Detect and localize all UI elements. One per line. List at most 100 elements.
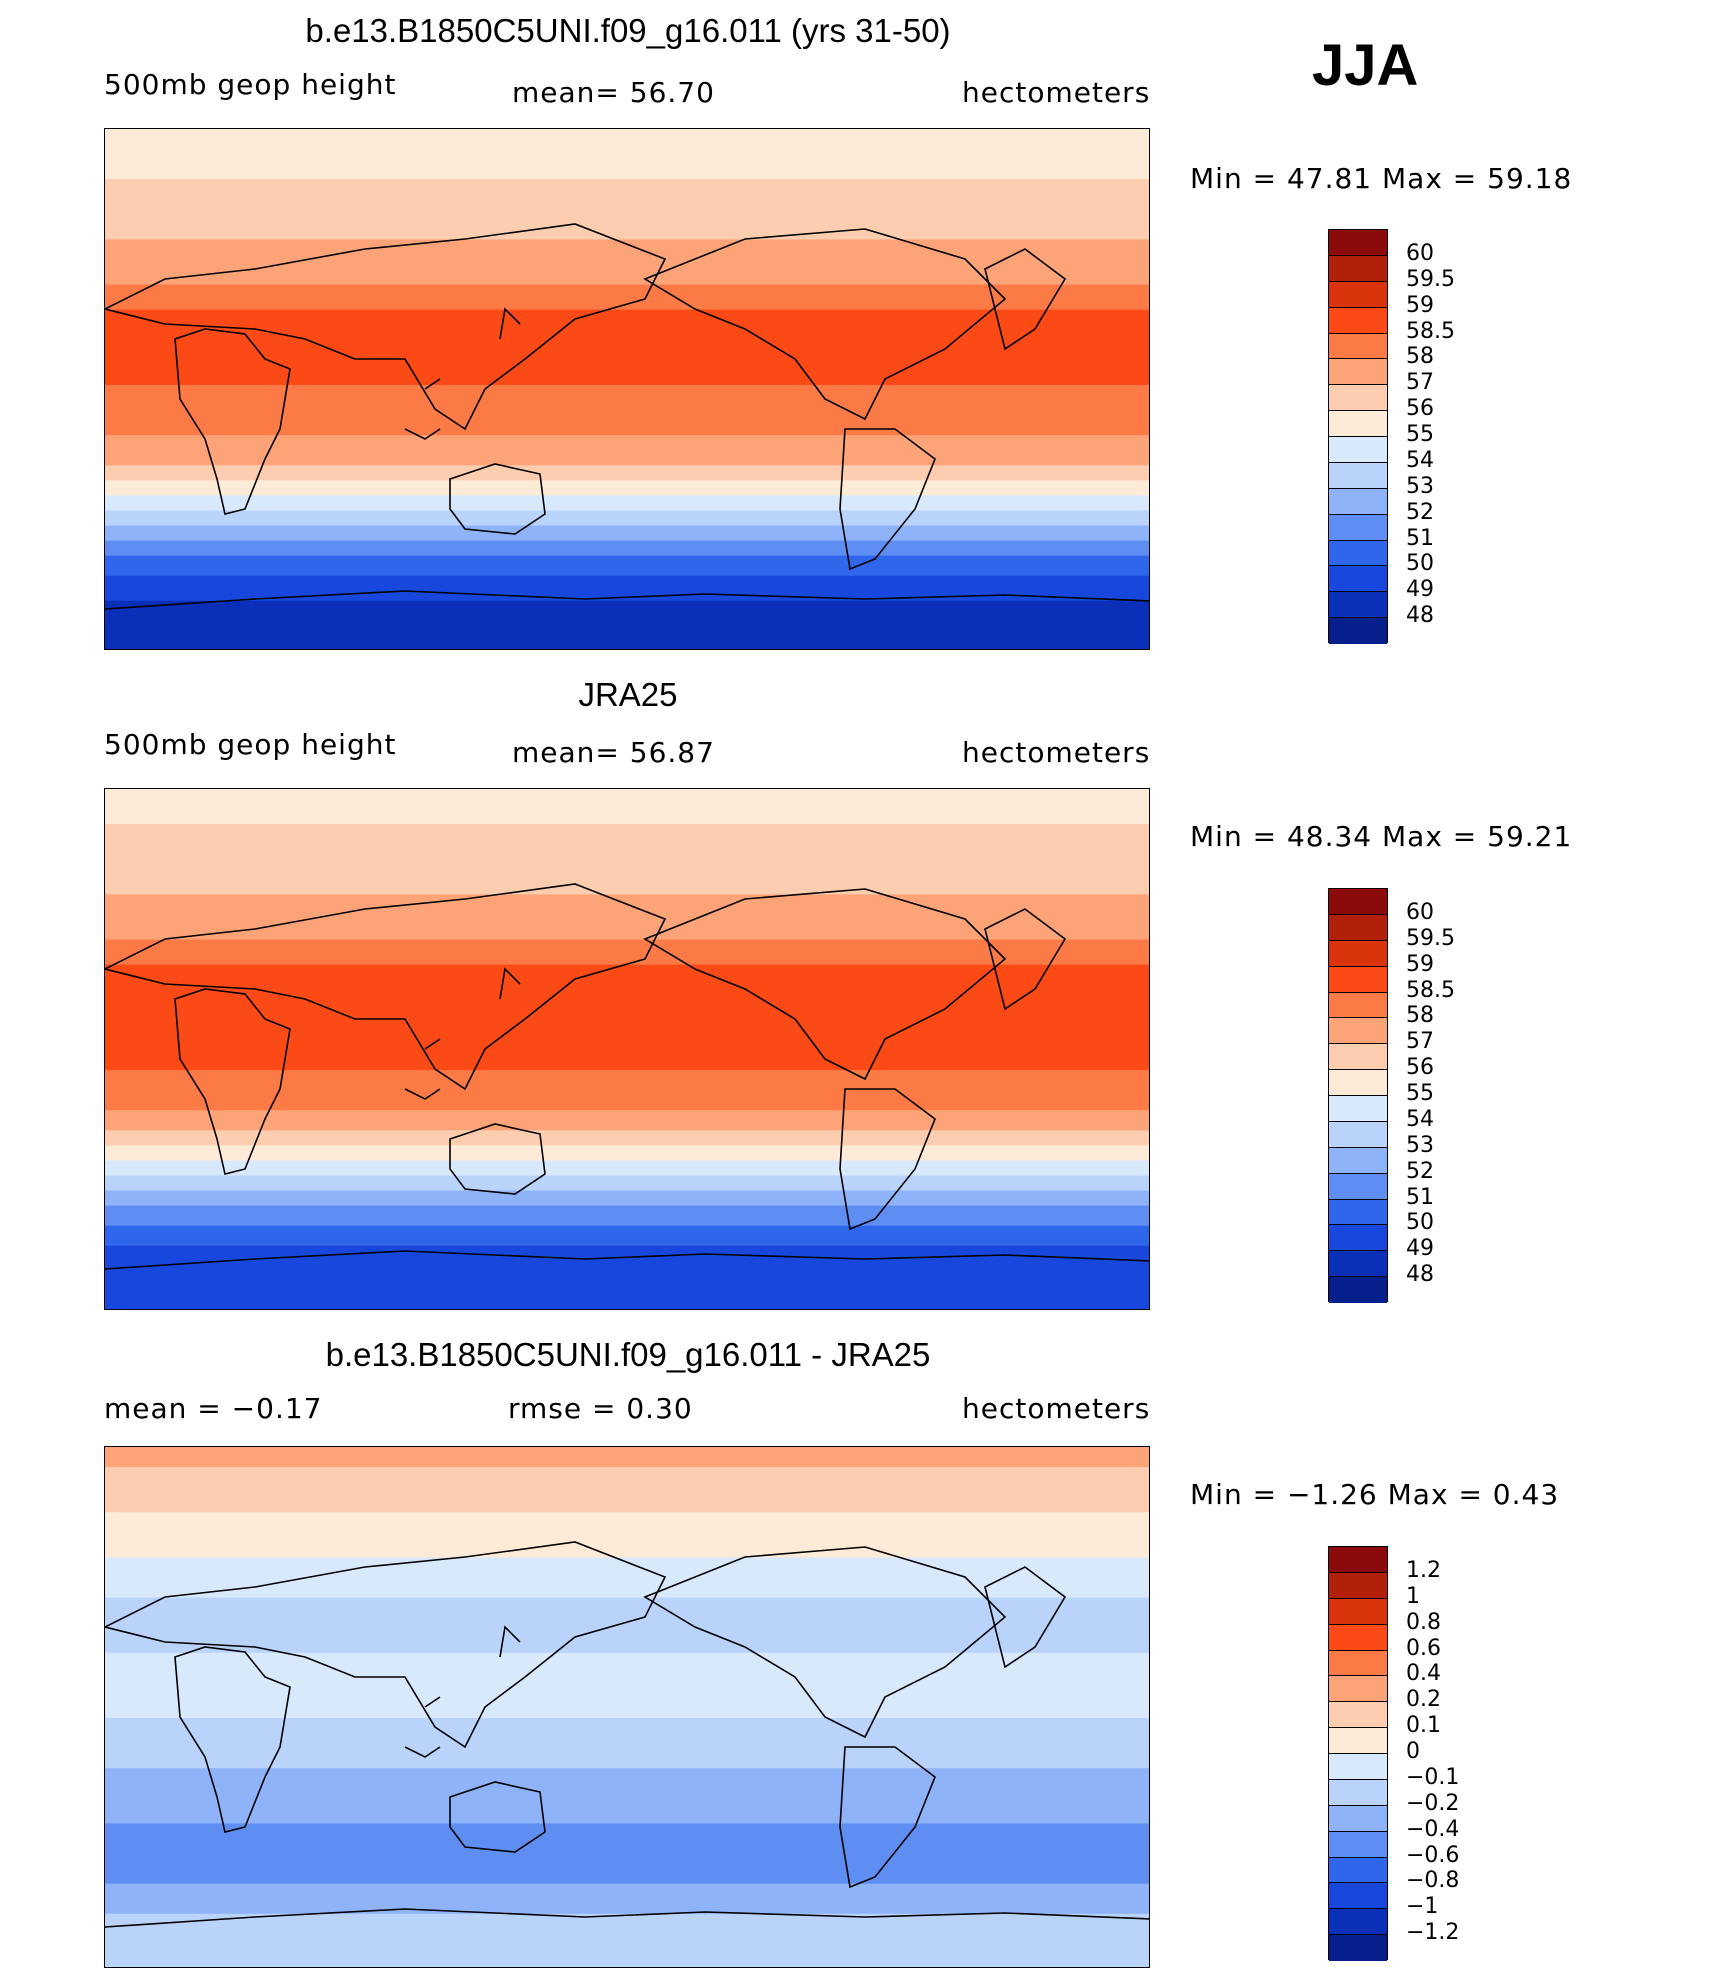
colorbar-label: 0.4 xyxy=(1406,1661,1441,1687)
field-band xyxy=(105,1235,1149,1242)
panel-3-min-max: Min = −1.26 Max = 0.43 xyxy=(1190,1478,1560,1511)
panel-1-map xyxy=(104,128,1150,650)
field-band xyxy=(105,1200,1149,1207)
colorbar-swatch xyxy=(1329,1728,1387,1754)
field-band xyxy=(105,1175,1149,1182)
field-band xyxy=(105,1250,1149,1257)
coastline xyxy=(105,1250,1149,1270)
field-band xyxy=(105,630,1149,637)
colorbar-label: 59.5 xyxy=(1406,925,1455,951)
field-band xyxy=(105,1507,1149,1513)
field-band xyxy=(105,1044,1149,1051)
colorbar-swatch xyxy=(1329,889,1387,915)
field-band xyxy=(105,1723,1149,1729)
colorbar-label: 59 xyxy=(1406,951,1434,977)
colorbar-label: 58.5 xyxy=(1406,977,1455,1003)
field-band xyxy=(105,505,1149,512)
field-band xyxy=(105,530,1149,537)
field-band xyxy=(105,879,1149,885)
colorbar-swatch xyxy=(1329,618,1387,644)
colorbar-swatch xyxy=(1329,1883,1387,1910)
field-band xyxy=(105,314,1149,321)
field-band xyxy=(105,1743,1149,1749)
colorbar-label: 56 xyxy=(1406,1055,1434,1081)
colorbar-label: 60 xyxy=(1406,899,1434,925)
colorbar-swatch xyxy=(1329,1121,1387,1148)
field-band xyxy=(105,814,1149,820)
colorbar-label: 49 xyxy=(1406,577,1434,603)
field-band xyxy=(105,339,1149,346)
colorbar-swatch xyxy=(1329,1096,1387,1122)
coastline xyxy=(449,463,546,535)
coastline xyxy=(984,908,1067,1011)
field-band xyxy=(105,1100,1149,1106)
field-band xyxy=(105,550,1149,557)
field-band xyxy=(105,1517,1149,1523)
field-band xyxy=(105,129,1149,135)
field-band xyxy=(105,1019,1149,1026)
colorbar-swatch xyxy=(1329,411,1387,437)
field-band xyxy=(105,144,1149,150)
field-band xyxy=(105,1065,1149,1071)
field-band xyxy=(105,600,1149,607)
field-band xyxy=(105,450,1149,456)
colorbar-label: 54 xyxy=(1406,1106,1434,1132)
field-band xyxy=(105,1923,1149,1930)
panel-3-rmse-label: rmse = 0.30 xyxy=(508,1392,693,1425)
field-band xyxy=(105,864,1149,870)
field-band xyxy=(105,635,1149,642)
field-band xyxy=(105,844,1149,850)
field-band xyxy=(105,1220,1149,1227)
field-band xyxy=(105,1933,1149,1940)
field-band xyxy=(105,1572,1149,1579)
field-band xyxy=(105,1667,1149,1674)
field-band xyxy=(105,859,1149,865)
field-band xyxy=(105,1014,1149,1021)
field-band xyxy=(105,894,1149,901)
panel-1-units-label: hectometers xyxy=(962,76,1151,109)
coastline xyxy=(984,248,1067,351)
field-band xyxy=(105,1622,1149,1629)
colorbar-swatch xyxy=(1329,540,1387,567)
field-band xyxy=(105,999,1149,1006)
field-band xyxy=(105,1848,1149,1855)
field-band xyxy=(105,279,1149,286)
field-band xyxy=(105,540,1149,547)
coastline xyxy=(449,1781,546,1853)
field-band xyxy=(105,475,1149,481)
field-band xyxy=(105,1713,1149,1719)
field-band xyxy=(105,1662,1149,1669)
field-band xyxy=(105,159,1149,165)
colorbar-swatch xyxy=(1329,1831,1387,1858)
colorbar-swatch xyxy=(1329,566,1387,593)
field-band xyxy=(105,369,1149,376)
field-band xyxy=(105,1105,1149,1111)
field-band xyxy=(105,500,1149,507)
field-band xyxy=(105,1963,1149,1967)
field-band xyxy=(105,520,1149,527)
field-band xyxy=(105,964,1149,971)
field-band xyxy=(105,1597,1149,1604)
field-band xyxy=(105,1898,1149,1905)
field-band xyxy=(105,395,1149,401)
field-band xyxy=(105,1145,1149,1151)
colorbar-swatch xyxy=(1329,1018,1387,1045)
colorbar-label: 60 xyxy=(1406,240,1434,266)
field-band xyxy=(105,1798,1149,1804)
field-band xyxy=(105,580,1149,587)
colorbar-label: 56 xyxy=(1406,396,1434,422)
field-band xyxy=(105,269,1149,276)
field-band xyxy=(105,1130,1149,1136)
field-band xyxy=(105,869,1149,875)
field-band xyxy=(105,1793,1149,1799)
field-band xyxy=(105,1295,1149,1302)
field-band xyxy=(105,1888,1149,1895)
field-band xyxy=(105,480,1149,486)
field-band xyxy=(105,254,1149,261)
coastline xyxy=(643,1546,1007,1739)
colorbar-swatch xyxy=(1329,1624,1387,1651)
colorbar-label: 55 xyxy=(1406,422,1434,447)
colorbar-label: 52 xyxy=(1406,499,1434,525)
panel-1-field-label: 500mb geop height xyxy=(104,68,397,101)
field-band xyxy=(105,809,1149,815)
